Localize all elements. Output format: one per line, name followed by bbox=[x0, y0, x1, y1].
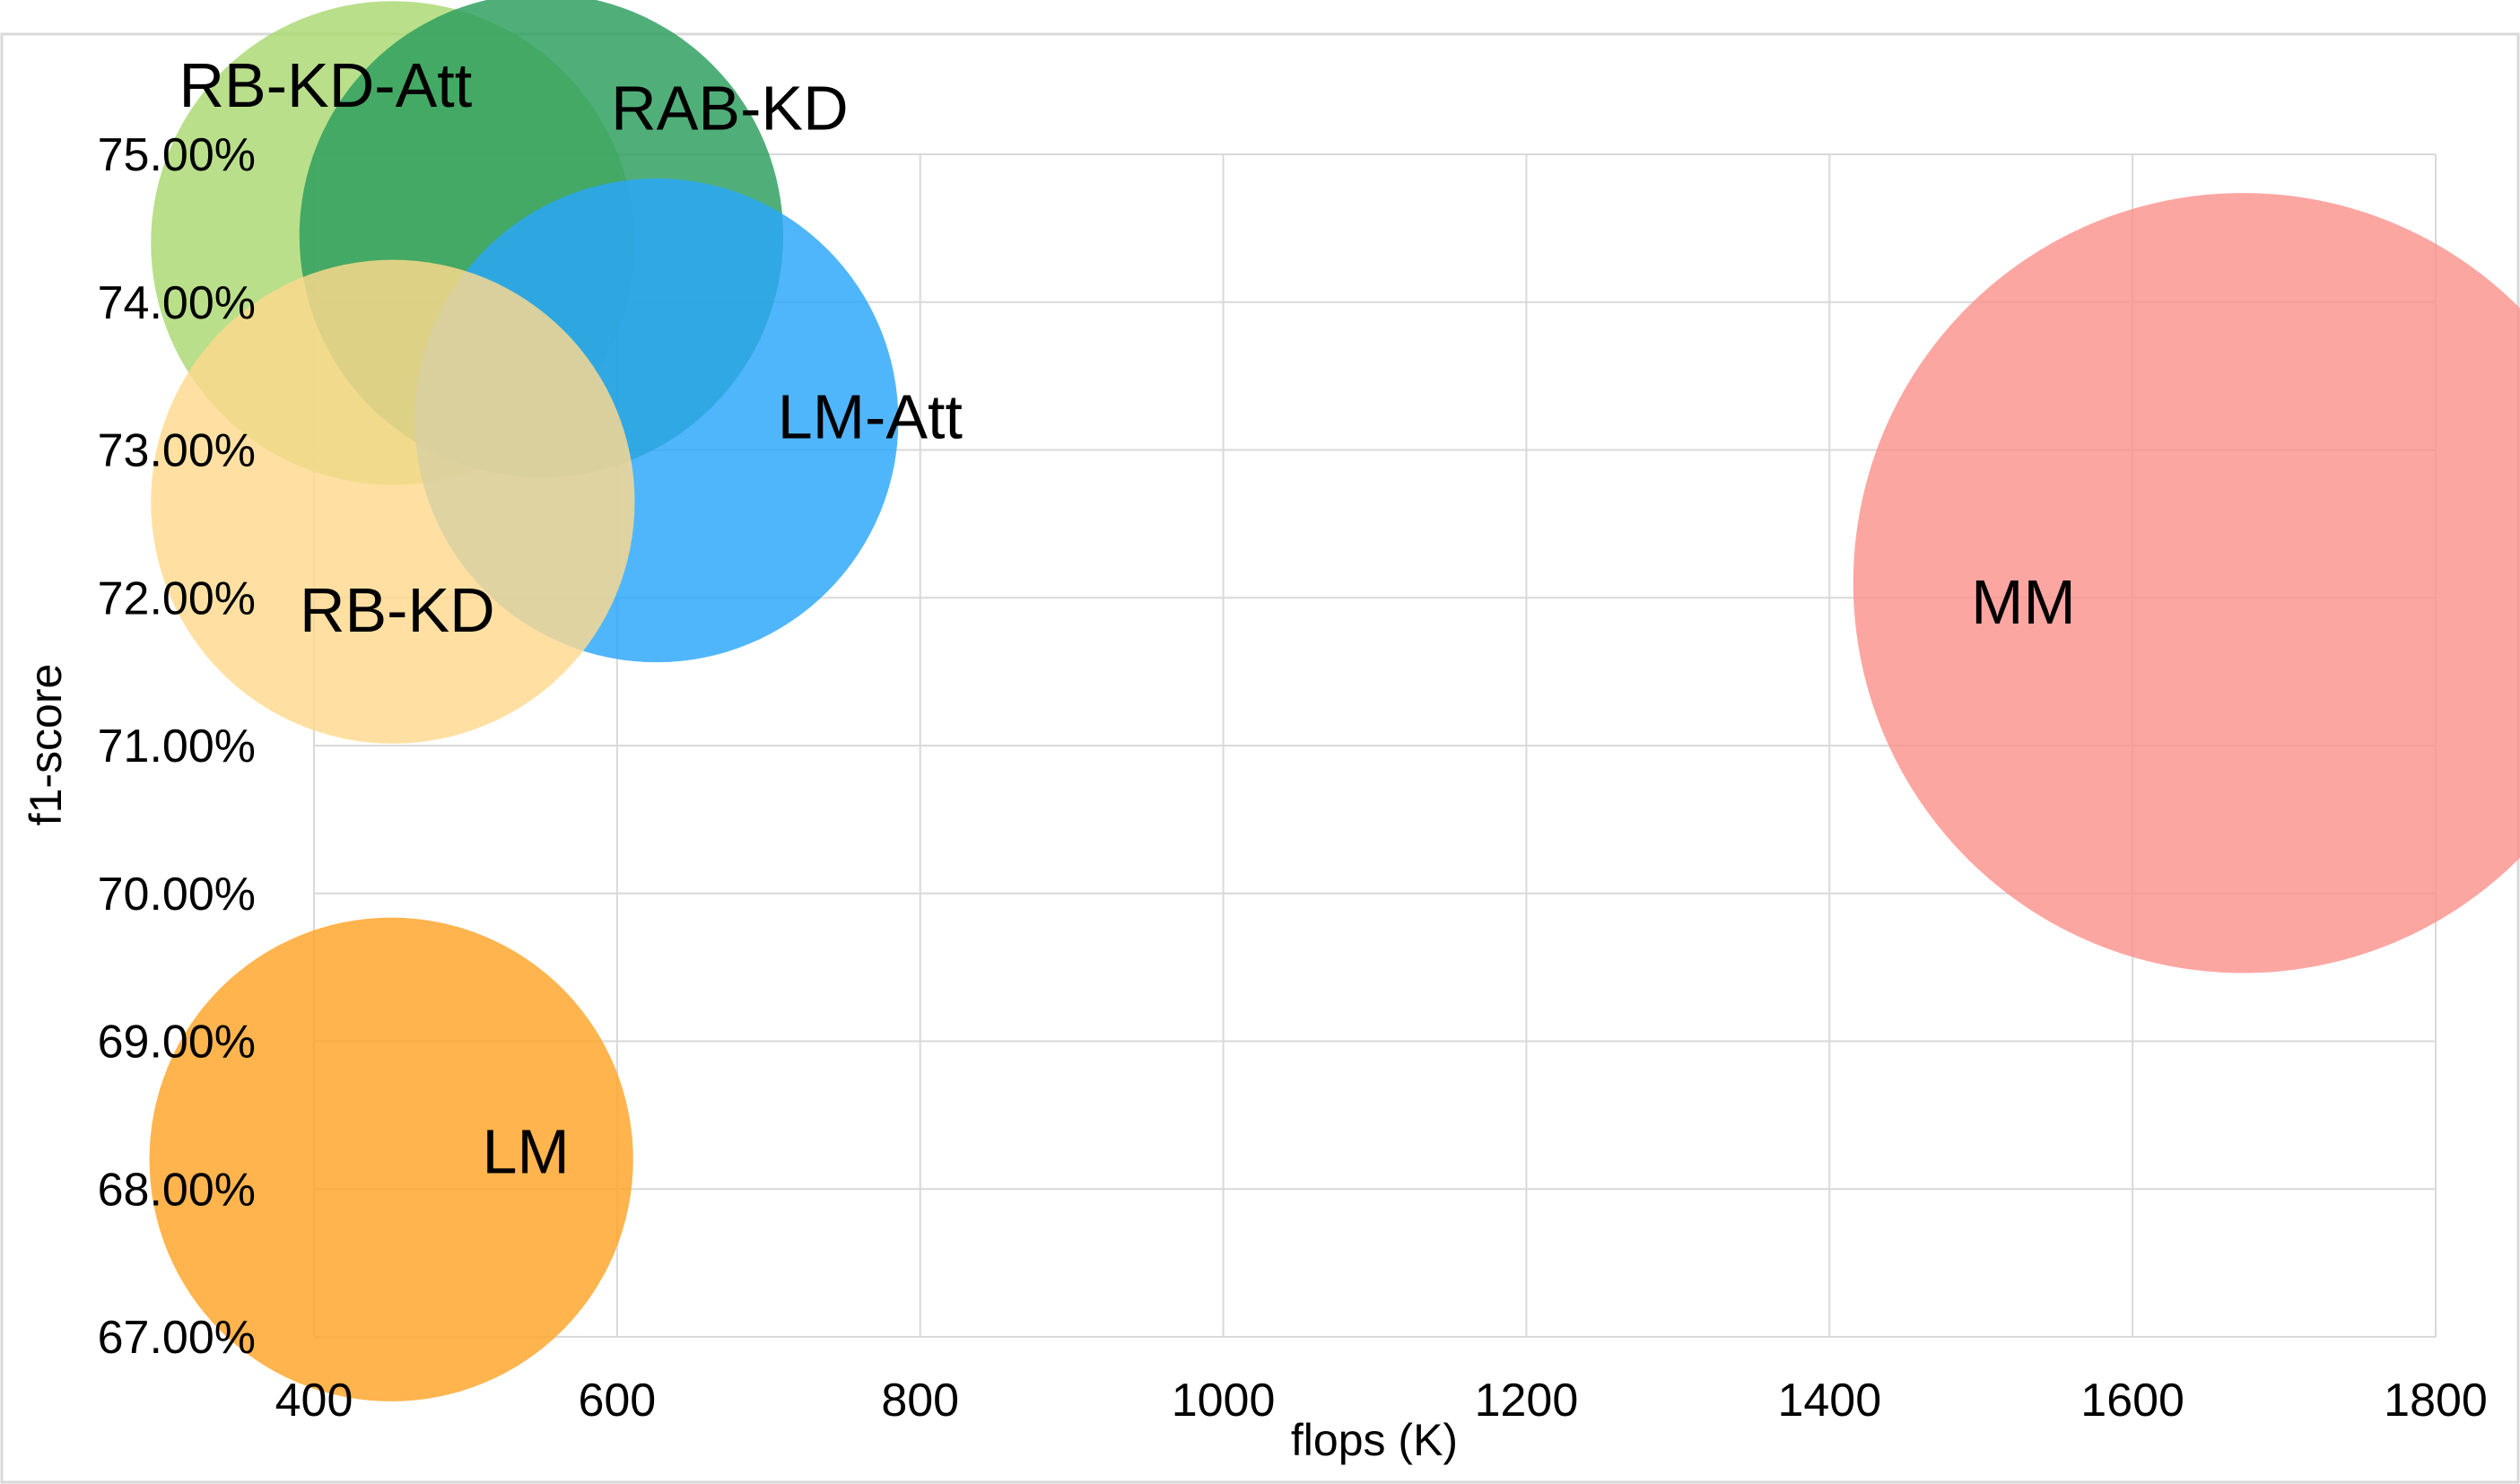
bubble-labels: RB-KD-Att RAB-KD LM-Att RB-KD MM LM bbox=[179, 50, 2075, 1186]
bubble-rb-kd bbox=[151, 259, 635, 744]
bubble-label-lm: LM bbox=[483, 1116, 570, 1186]
y-tick-label: 68.00% bbox=[98, 1164, 256, 1216]
y-tick-label: 72.00% bbox=[98, 572, 256, 624]
y-tick-label: 75.00% bbox=[98, 129, 256, 181]
x-tick-label: 1600 bbox=[2080, 1375, 2184, 1427]
x-tick-label: 1800 bbox=[2384, 1375, 2488, 1427]
x-tick-label: 400 bbox=[275, 1375, 353, 1427]
y-tick-label: 73.00% bbox=[98, 425, 256, 477]
x-tick-label: 800 bbox=[881, 1375, 959, 1427]
x-axis-title: flops (K) bbox=[1291, 1415, 1458, 1465]
y-tick-label: 69.00% bbox=[98, 1017, 256, 1069]
bubble-label-rab-kd: RAB-KD bbox=[611, 74, 848, 144]
y-tick-label: 70.00% bbox=[98, 869, 256, 921]
y-tick-label: 67.00% bbox=[98, 1312, 256, 1364]
tick-labels: 400 600 800 1000 1200 1400 1600 1800 67.00% 68.00… bbox=[98, 129, 2488, 1427]
bubbles bbox=[149, 0, 2520, 1401]
x-tick-label: 1000 bbox=[1172, 1375, 1276, 1427]
x-tick-label: 600 bbox=[578, 1375, 656, 1427]
y-tick-label: 71.00% bbox=[98, 720, 256, 773]
bubble-mm bbox=[1853, 193, 2520, 973]
bubble-label-rb-kd: RB-KD bbox=[300, 575, 495, 645]
y-axis-title: f1-score bbox=[21, 664, 71, 826]
bubble-label-mm: MM bbox=[1971, 567, 2076, 637]
bubble-label-rb-kd-att: RB-KD-Att bbox=[179, 50, 472, 120]
y-tick-label: 74.00% bbox=[98, 277, 256, 329]
x-tick-label: 1200 bbox=[1475, 1375, 1579, 1427]
x-tick-label: 1400 bbox=[1777, 1375, 1881, 1427]
bubble-lm bbox=[149, 917, 633, 1401]
bubble-label-lm-att: LM-Att bbox=[778, 382, 963, 452]
